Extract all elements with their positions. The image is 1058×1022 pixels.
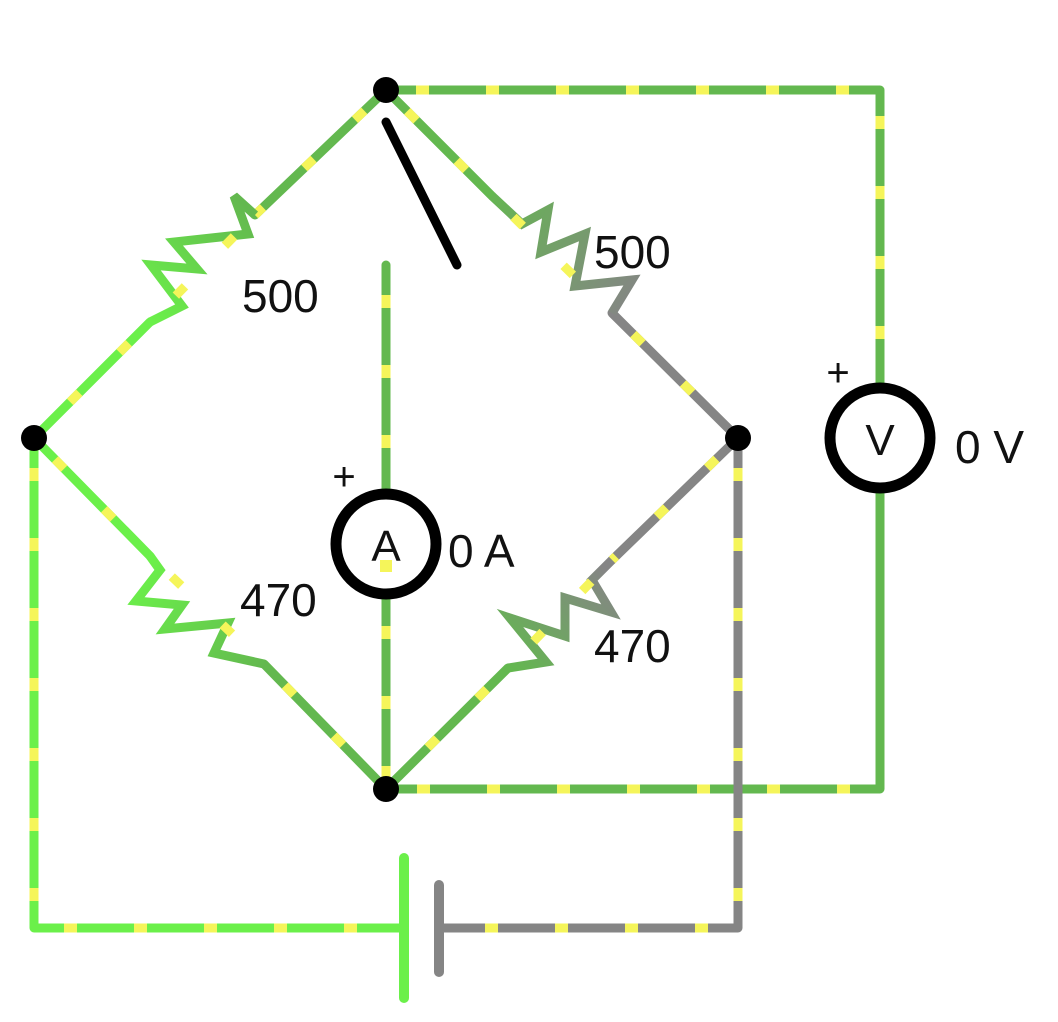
node-top[interactable] [373, 77, 399, 103]
wire-top-left-upper[interactable] [250, 85, 391, 220]
wire-bottom-left-lower[interactable] [259, 659, 391, 794]
current-dot [380, 560, 392, 572]
node-bottom[interactable] [373, 776, 399, 802]
voltmeter-symbol: V [865, 416, 895, 465]
ammeter-circle [330, 488, 442, 600]
node-left[interactable] [21, 425, 47, 451]
current-dots [251, 86, 390, 219]
resistors [127, 192, 641, 673]
resistor-top-left[interactable] [141, 192, 259, 327]
wire-bottom-right-lower[interactable] [381, 663, 513, 794]
resistor-top-left-label: 500 [242, 270, 319, 322]
wire-top-right-upper[interactable] [381, 85, 497, 201]
wire-right-to-battery[interactable] [435, 433, 743, 933]
ammeter[interactable]: A + 0 A [330, 455, 515, 600]
wire-top-to-voltmeter[interactable] [381, 85, 885, 390]
wire-top-left-lower[interactable] [29, 317, 155, 443]
resistor-bottom-left-label: 470 [240, 574, 317, 626]
voltmeter-reading: 0 V [955, 421, 1024, 473]
battery[interactable] [399, 853, 444, 1003]
junction-nodes [21, 77, 751, 802]
resistor-bottom-left[interactable] [127, 553, 265, 669]
wire-top-right-lower[interactable] [607, 308, 743, 443]
voltmeter-circle [824, 382, 936, 494]
current-dots [440, 438, 743, 933]
resistor-bottom-right[interactable] [496, 556, 621, 673]
voltmeter[interactable]: V + 0 V [824, 351, 1024, 494]
resistor-top-right[interactable] [488, 192, 641, 316]
wire-bottom-left-upper[interactable] [29, 433, 155, 561]
wire-bottom-right-upper[interactable] [607, 433, 743, 565]
voltmeter-polarity: + [826, 351, 849, 395]
switch-arm[interactable] [381, 117, 462, 270]
ammeter-reading: 0 A [448, 525, 515, 577]
wires [29, 85, 885, 933]
current-dots [29, 438, 400, 933]
node-right[interactable] [725, 425, 751, 451]
resistor-bottom-right-label: 470 [594, 620, 671, 672]
ammeter-polarity: + [332, 455, 355, 499]
wire-voltmeter-to-bottom[interactable] [381, 487, 885, 794]
resistor-top-right-label: 500 [594, 226, 671, 278]
